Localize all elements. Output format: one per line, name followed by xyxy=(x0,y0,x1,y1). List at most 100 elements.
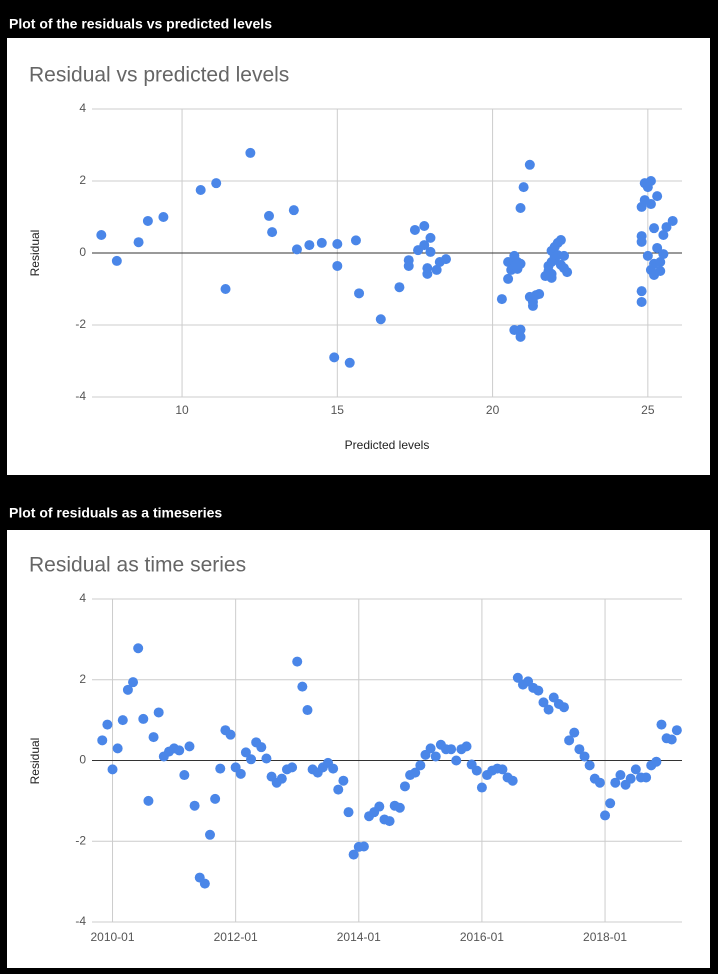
point xyxy=(333,784,344,795)
point xyxy=(97,735,108,746)
y-tick-label: -4 xyxy=(75,914,86,928)
point xyxy=(291,244,302,255)
point xyxy=(148,732,159,743)
x-tick-label: 10 xyxy=(175,403,189,417)
point xyxy=(425,232,436,243)
point xyxy=(122,684,133,695)
point xyxy=(559,250,569,261)
point xyxy=(425,246,436,257)
y-tick-label: 2 xyxy=(79,672,86,686)
point xyxy=(524,159,535,170)
point xyxy=(112,743,123,754)
point xyxy=(559,702,569,713)
point xyxy=(610,777,621,788)
y-tick-label: -2 xyxy=(75,317,86,331)
point xyxy=(287,762,298,773)
point xyxy=(133,643,144,654)
point xyxy=(555,235,566,246)
point xyxy=(292,656,303,667)
point xyxy=(403,255,414,266)
point xyxy=(329,352,340,363)
point xyxy=(625,773,636,784)
point xyxy=(615,770,626,781)
point xyxy=(240,747,251,758)
point xyxy=(354,288,365,299)
point xyxy=(661,222,672,233)
point xyxy=(256,742,267,753)
point xyxy=(546,272,557,283)
point xyxy=(158,212,169,222)
point xyxy=(503,273,514,284)
point xyxy=(658,230,669,240)
y-tick-label: 0 xyxy=(79,753,86,767)
point xyxy=(410,767,421,778)
point xyxy=(515,324,526,335)
point xyxy=(189,800,200,811)
point xyxy=(419,240,430,251)
point xyxy=(220,284,231,294)
point xyxy=(96,230,107,240)
point xyxy=(344,357,355,368)
point xyxy=(415,760,426,771)
point xyxy=(384,816,395,827)
y-tick-label: 4 xyxy=(79,101,86,115)
point xyxy=(527,300,538,311)
y-axis-label: Residual xyxy=(28,230,42,277)
point xyxy=(304,240,315,251)
y-tick-label: 0 xyxy=(79,245,86,259)
point xyxy=(666,734,677,745)
point xyxy=(652,191,663,202)
point xyxy=(584,760,595,771)
point xyxy=(656,719,667,730)
point xyxy=(215,763,226,774)
x-tick-label: 15 xyxy=(331,403,345,417)
point xyxy=(117,715,128,726)
x-tick-label: 2018-01 xyxy=(583,930,627,944)
point xyxy=(338,775,349,786)
x-tick-label: 2012-01 xyxy=(214,930,258,944)
point xyxy=(102,719,113,730)
point xyxy=(267,227,278,238)
point xyxy=(574,744,585,755)
point xyxy=(564,735,575,746)
point xyxy=(302,705,313,716)
point xyxy=(512,672,523,683)
point xyxy=(107,764,118,775)
point xyxy=(399,781,410,792)
point xyxy=(515,331,526,342)
point xyxy=(630,764,641,775)
point xyxy=(138,713,149,724)
point xyxy=(562,267,573,278)
point xyxy=(288,205,299,216)
chart-title: Residual vs predicted levels xyxy=(29,64,289,87)
point xyxy=(667,215,678,226)
point xyxy=(195,185,206,195)
point xyxy=(409,224,420,235)
point xyxy=(374,801,385,812)
point xyxy=(605,798,616,809)
y-tick-label: 2 xyxy=(79,173,86,187)
x-tick-label: 2016-01 xyxy=(460,930,504,944)
point xyxy=(515,258,526,269)
point xyxy=(641,772,652,783)
point xyxy=(671,725,682,736)
point xyxy=(534,289,545,300)
point xyxy=(225,729,236,740)
point xyxy=(636,296,647,307)
x-tick-label: 25 xyxy=(641,403,655,417)
point xyxy=(111,255,122,266)
section-heading: Plot of the residuals vs predicted level… xyxy=(9,16,272,32)
point xyxy=(496,294,507,305)
point xyxy=(655,257,666,267)
point xyxy=(179,770,190,781)
point xyxy=(174,745,185,756)
x-tick-label: 20 xyxy=(486,403,500,417)
point xyxy=(422,268,433,279)
point xyxy=(594,777,605,788)
point xyxy=(645,199,656,210)
point xyxy=(430,751,441,762)
point xyxy=(446,744,457,755)
point xyxy=(394,282,405,293)
point xyxy=(600,810,611,821)
